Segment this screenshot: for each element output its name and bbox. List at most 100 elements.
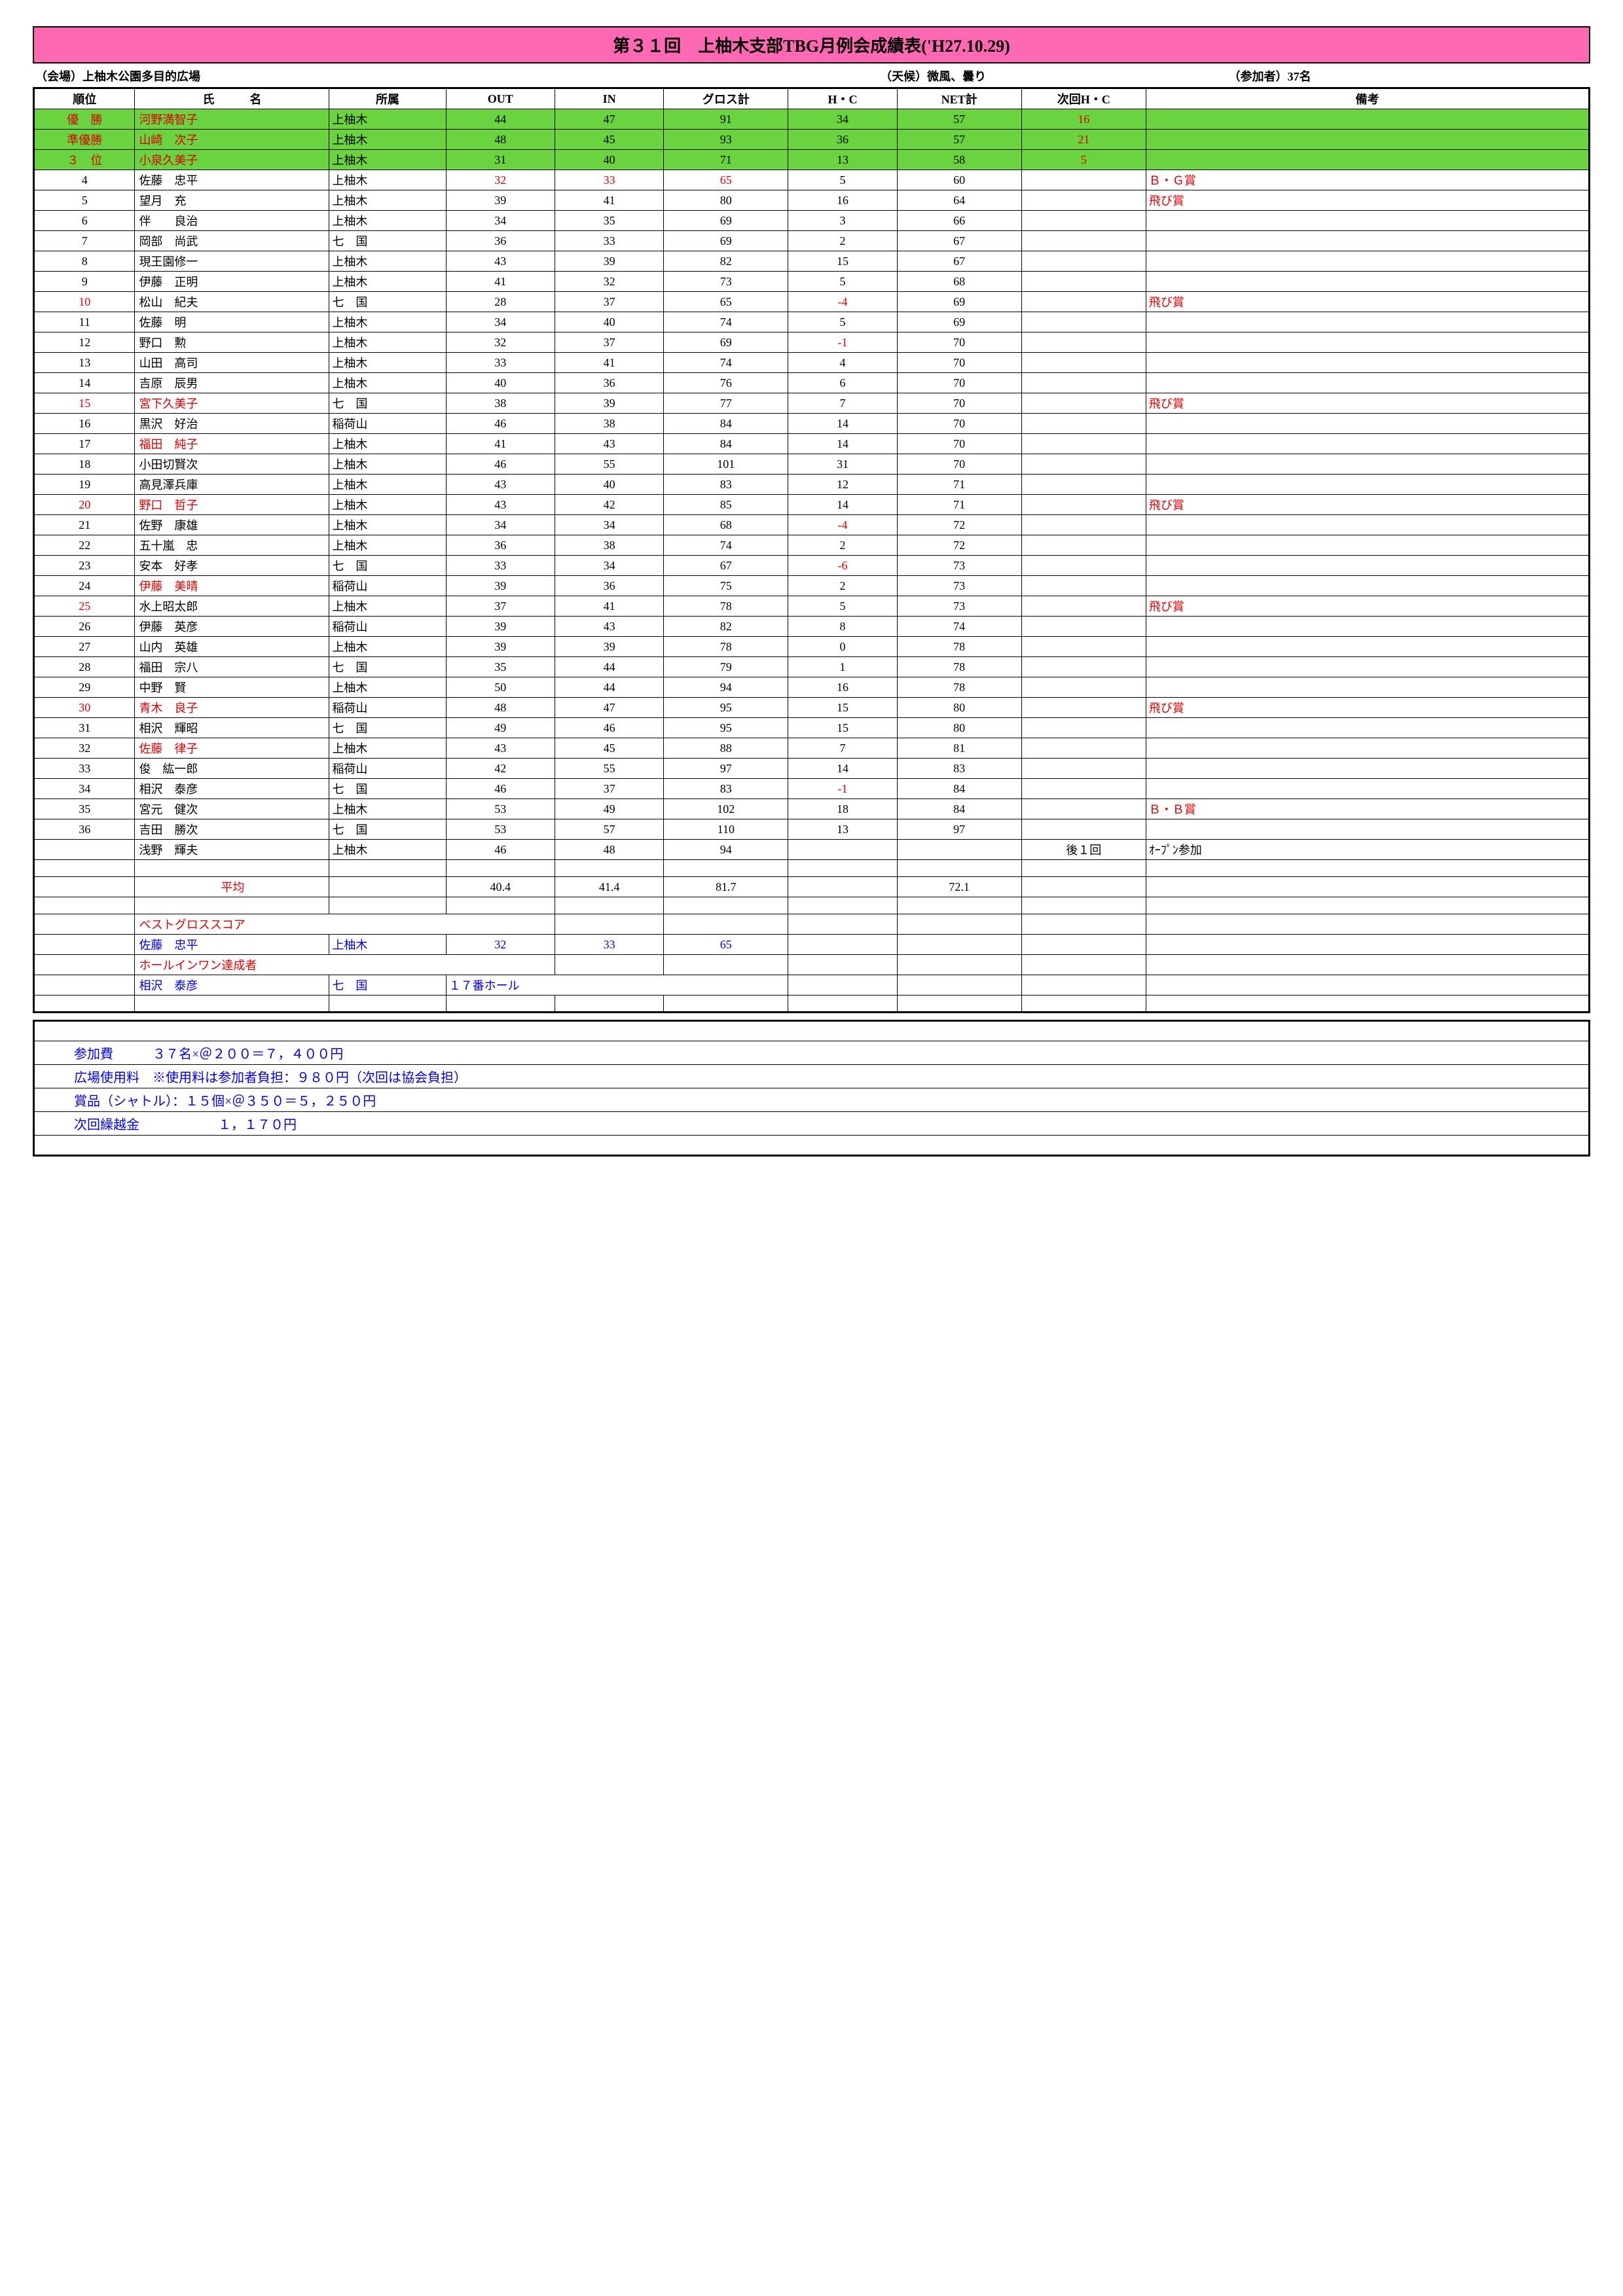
table-row: 16黒沢 好治稲荷山4638841470	[34, 414, 1590, 434]
cell	[1021, 231, 1146, 251]
cell: 83	[664, 779, 788, 799]
cell: 68	[664, 515, 788, 535]
cell: 67	[897, 231, 1021, 251]
cell	[1021, 617, 1146, 637]
table-row: 27山内 英雄上柚木393978078	[34, 637, 1590, 657]
table-row: 12野口 勲上柚木323769-170	[34, 332, 1590, 353]
table-row: 7岡部 尚武七 国363369267	[34, 231, 1590, 251]
cell: 七 国	[329, 779, 446, 799]
cell: 37	[555, 779, 663, 799]
cell: 42	[555, 495, 663, 515]
cell: 39	[555, 251, 663, 272]
table-row: 9伊藤 正明上柚木413273568	[34, 272, 1590, 292]
cell	[329, 877, 446, 897]
cell: 上柚木	[329, 150, 446, 170]
cell: 32	[446, 332, 555, 353]
cell: 上柚木	[329, 312, 446, 332]
cell: Ｂ・Ｇ賞	[1146, 170, 1589, 190]
cell: 27	[34, 637, 135, 657]
cell: 33	[446, 353, 555, 373]
cell	[34, 877, 135, 897]
cell: 32	[34, 738, 135, 759]
cell: 76	[664, 373, 788, 393]
table-row: 30青木 良子稲荷山4847951580飛び賞	[34, 698, 1590, 718]
cell: 71	[897, 475, 1021, 495]
cell: 10	[34, 292, 135, 312]
table-row: 21佐野 康雄上柚木343468-472	[34, 515, 1590, 535]
cell: 23	[34, 556, 135, 576]
table-row: 10松山 紀夫七 国283765-469飛び賞	[34, 292, 1590, 312]
cell: 83	[897, 759, 1021, 779]
cell: 73	[897, 556, 1021, 576]
cell	[1146, 877, 1589, 897]
cell: 6	[788, 373, 897, 393]
cell: 70	[897, 393, 1021, 414]
footer-line: 賞品（シャトル）：１５個×＠３５０＝５，２５０円	[34, 1088, 1590, 1112]
cell: 上柚木	[329, 840, 446, 860]
cell: 53	[446, 799, 555, 819]
cell: 2	[788, 535, 897, 556]
cell: 佐野 康雄	[135, 515, 329, 535]
cell	[1021, 677, 1146, 698]
col-header: 備考	[1146, 88, 1589, 109]
cell: 松山 紀夫	[135, 292, 329, 312]
cell: 18	[788, 799, 897, 819]
cell: 72	[897, 515, 1021, 535]
cell	[1146, 515, 1589, 535]
footer-line: 次回繰越金 １，１７０円	[34, 1112, 1590, 1136]
cell: 39	[555, 637, 663, 657]
table-row: 28福田 宗八七 国354479178	[34, 657, 1590, 677]
cell: 55	[555, 759, 663, 779]
cell	[135, 897, 329, 914]
cell	[897, 914, 1021, 935]
cell: 91	[664, 109, 788, 130]
cell: 70	[897, 373, 1021, 393]
cell	[1021, 955, 1146, 975]
cell	[1021, 454, 1146, 475]
cell: 65	[664, 935, 788, 955]
cell: 上柚木	[329, 475, 446, 495]
cell: 77	[664, 393, 788, 414]
cell: 101	[664, 454, 788, 475]
cell: 安本 好孝	[135, 556, 329, 576]
cell: 84	[897, 799, 1021, 819]
col-header: 所属	[329, 88, 446, 109]
cell: 36	[34, 819, 135, 840]
cell: 41	[555, 596, 663, 617]
cell: 43	[446, 738, 555, 759]
cell	[788, 975, 897, 996]
cell	[1146, 779, 1589, 799]
cell: 上柚木	[329, 109, 446, 130]
cell: 5	[1021, 150, 1146, 170]
cell: 79	[664, 657, 788, 677]
cell	[1146, 914, 1589, 935]
table-row: 14吉原 辰男上柚木403676670	[34, 373, 1590, 393]
cell: 七 国	[329, 292, 446, 312]
cell	[1146, 373, 1589, 393]
cell: 40	[555, 150, 663, 170]
cell: 53	[446, 819, 555, 840]
cell: 上柚木	[329, 454, 446, 475]
cell: 20	[34, 495, 135, 515]
table-row: 13山田 高司上柚木334174470	[34, 353, 1590, 373]
cell: 32	[446, 935, 555, 955]
cell: 41	[555, 190, 663, 211]
cell: 36	[555, 576, 663, 596]
cell: 22	[34, 535, 135, 556]
table-row: 31相沢 輝昭七 国4946951580	[34, 718, 1590, 738]
cell: 宮元 健次	[135, 799, 329, 819]
cell	[34, 860, 135, 877]
cell: 73	[897, 596, 1021, 617]
cell: 74	[664, 353, 788, 373]
cell	[1021, 515, 1146, 535]
cell: 28	[34, 657, 135, 677]
footer-line: 参加費 ３７名×＠２００＝７，４００円	[34, 1041, 1590, 1065]
table-row: 25水上昭太郎上柚木374178573飛び賞	[34, 596, 1590, 617]
cell: 82	[664, 251, 788, 272]
cell	[1021, 190, 1146, 211]
cell: 70	[897, 353, 1021, 373]
cell: 4	[788, 353, 897, 373]
cell: -1	[788, 779, 897, 799]
cell: 47	[555, 698, 663, 718]
cell: 8	[34, 251, 135, 272]
